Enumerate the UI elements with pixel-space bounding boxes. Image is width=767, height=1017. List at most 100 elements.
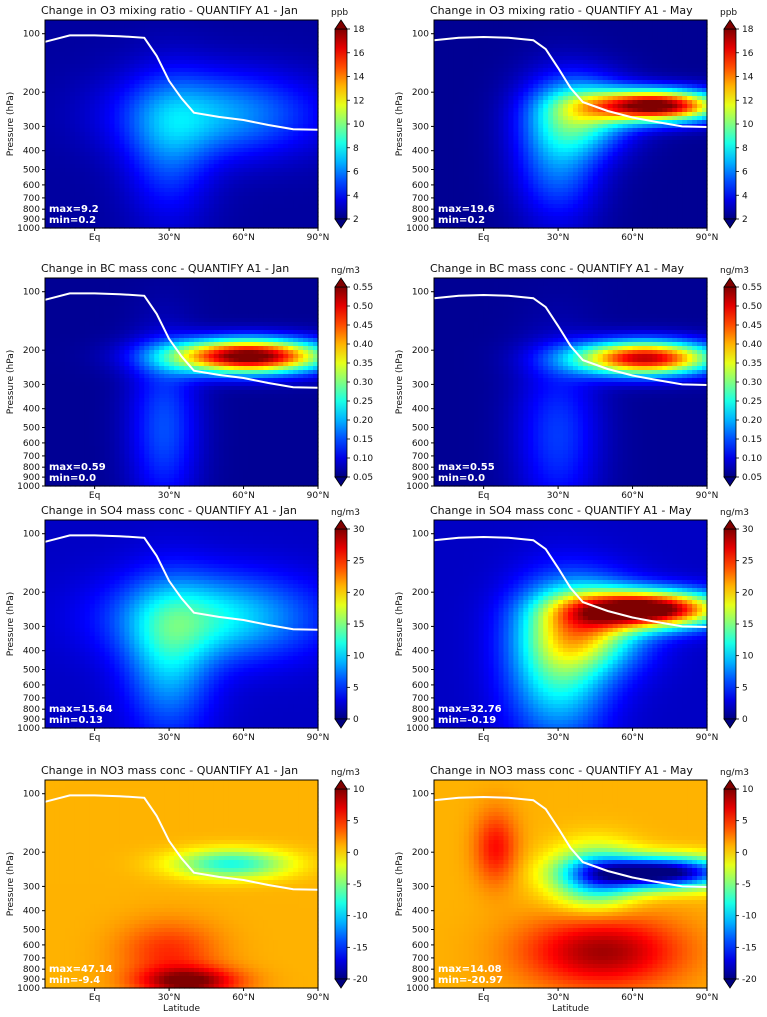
heatmap-cell [268,208,274,213]
heatmap-cell [568,28,574,33]
heatmap-cell [45,36,51,41]
heatmap-cell [293,192,299,197]
heatmap-cell [94,36,101,41]
heatmap-cell [243,216,250,221]
heatmap-cell [308,136,314,141]
heatmap-cell [278,204,284,209]
heatmap-cell [218,80,225,85]
heatmap-cell [453,88,460,93]
heatmap-cell [288,88,294,93]
heatmap-cell [59,84,66,89]
heatmap-cell [45,88,51,93]
heatmap-cell [253,132,260,137]
heatmap-cell [448,20,455,25]
heatmap-cell [563,116,569,121]
heatmap-cell [503,160,510,165]
heatmap-cell [652,112,658,117]
heatmap-cell [263,64,269,69]
heatmap-cell [139,68,145,73]
heatmap-cell [612,92,619,97]
heatmap-cell [687,156,693,161]
heatmap-cell [602,120,609,125]
heatmap-cell [523,40,529,45]
heatmap-cell [503,92,510,97]
heatmap-cell [164,124,170,129]
heatmap-cell [627,24,634,29]
heatmap-cell [293,96,299,101]
heatmap-cell [478,20,485,25]
heatmap-cell [273,224,279,229]
heatmap-cell [568,36,574,41]
heatmap-cell [448,92,455,97]
heatmap-cell [45,112,51,117]
colorbar-tick-label: 10 [353,120,365,130]
heatmap-cell [223,220,230,225]
heatmap-cell [114,116,121,121]
heatmap-cell [104,68,111,73]
heatmap-cell [144,84,150,89]
heatmap-cell [198,176,205,181]
heatmap-cell [577,84,584,89]
heatmap-cell [253,52,260,57]
heatmap-cell [144,184,150,189]
heatmap-cell [94,148,101,153]
heatmap-cell [313,212,319,217]
heatmap-cell [179,208,185,213]
heatmap-cell [69,184,76,189]
heatmap-cell [642,36,649,41]
heatmap-cell [697,128,703,133]
heatmap-cell [443,144,450,149]
heatmap-cell [602,52,609,57]
heatmap-cell [129,44,135,49]
heatmap-cell [258,188,264,193]
heatmap-cell [109,76,116,81]
heatmap-cell [657,72,663,77]
heatmap-cell [647,56,653,61]
heatmap-cell [109,40,116,45]
heatmap-cell [478,140,485,145]
heatmap-cell [94,196,101,201]
heatmap-cell [518,132,524,137]
heatmap-cell [139,80,145,85]
heatmap-cell [94,104,101,109]
heatmap-cell [94,156,101,161]
heatmap-cell [443,64,450,69]
heatmap-cell [208,216,215,221]
heatmap-cell [149,132,155,137]
heatmap-cell [577,32,584,37]
heatmap-cell [253,64,260,69]
heatmap-cell [647,96,653,101]
heatmap-cell [548,164,554,169]
heatmap-cell [278,20,284,25]
heatmap-cell [617,96,624,101]
heatmap-cell [652,72,658,77]
heatmap-cell [169,152,175,157]
heatmap-cell [84,104,91,109]
heatmap-cell [144,212,150,217]
heatmap-cell [577,48,584,53]
heatmap-cell [84,224,91,229]
heatmap-cell [139,140,145,145]
y-tick-label: 400 [23,147,40,157]
heatmap-cell [538,160,544,165]
heatmap-cell [632,20,639,25]
heatmap-cell [263,132,269,137]
heatmap-cell [144,96,150,101]
heatmap-cell [243,136,250,141]
heatmap-cell [124,172,130,177]
heatmap-cell [124,168,130,173]
heatmap-cell [448,164,455,169]
heatmap-cell [612,128,619,133]
heatmap-cell [238,164,245,169]
heatmap-cell [692,24,698,29]
heatmap-cell [159,152,165,157]
heatmap-cell [144,72,150,77]
heatmap-cell [538,108,544,113]
heatmap-cell [59,156,66,161]
heatmap-cell [243,156,250,161]
heatmap-cell [228,44,235,49]
heatmap-cell [278,172,284,177]
heatmap-cell [682,68,688,73]
heatmap-cell [508,24,515,29]
heatmap-cell [248,104,255,109]
